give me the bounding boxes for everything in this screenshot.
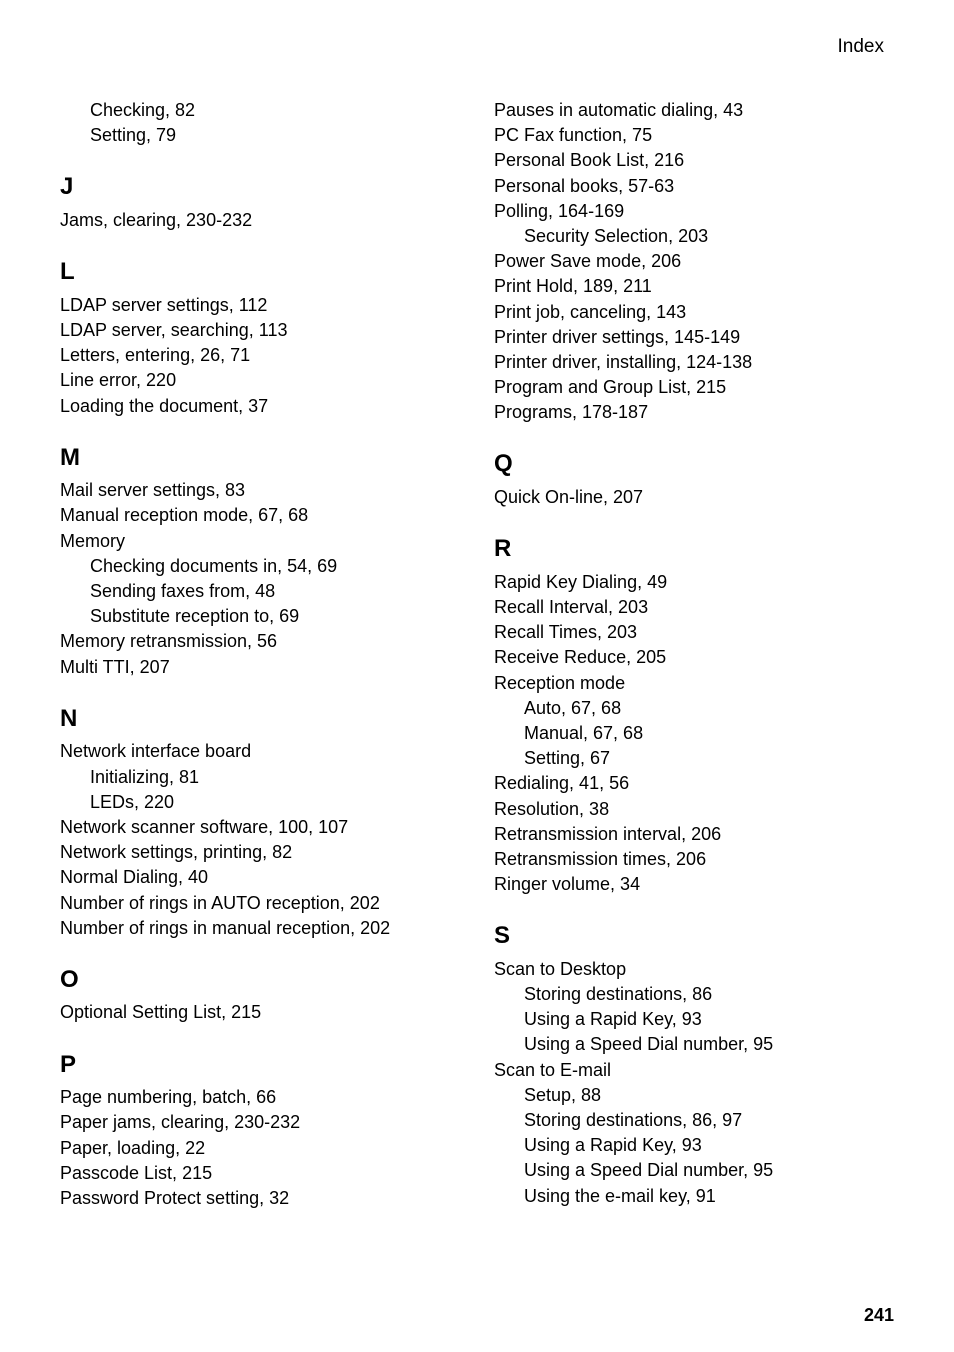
index-entry: Polling, 164-169: [494, 199, 894, 224]
index-entry: Setting, 79: [60, 123, 460, 148]
index-letter-heading: L: [60, 255, 460, 289]
index-entry: Reception mode: [494, 671, 894, 696]
index-entry: PC Fax function, 75: [494, 123, 894, 148]
index-entry: Number of rings in manual reception, 202: [60, 916, 460, 941]
index-entry: LEDs, 220: [60, 790, 460, 815]
index-letter-heading: R: [494, 532, 894, 566]
index-entry: Sending faxes from, 48: [60, 579, 460, 604]
index-entry: Mail server settings, 83: [60, 478, 460, 503]
index-entry: Printer driver settings, 145-149: [494, 325, 894, 350]
index-entry: Ringer volume, 34: [494, 872, 894, 897]
index-entry: Normal Dialing, 40: [60, 865, 460, 890]
index-entry: Pauses in automatic dialing, 43: [494, 98, 894, 123]
index-entry: Letters, entering, 26, 71: [60, 343, 460, 368]
index-letter-heading: O: [60, 963, 460, 997]
index-entry: Storing destinations, 86, 97: [494, 1108, 894, 1133]
index-entry: Retransmission interval, 206: [494, 822, 894, 847]
index-entry: Optional Setting List, 215: [60, 1000, 460, 1025]
index-entry: Using a Rapid Key, 93: [494, 1007, 894, 1032]
index-entry: Line error, 220: [60, 368, 460, 393]
index-entry: Passcode List, 215: [60, 1161, 460, 1186]
index-entry: Password Protect setting, 32: [60, 1186, 460, 1211]
index-entry: LDAP server settings, 112: [60, 293, 460, 318]
index-entry: Using a Rapid Key, 93: [494, 1133, 894, 1158]
index-entry: Personal books, 57-63: [494, 174, 894, 199]
index-entry: Setup, 88: [494, 1083, 894, 1108]
index-entry: Network settings, printing, 82: [60, 840, 460, 865]
index-entry: Checking, 82: [60, 98, 460, 123]
index-entry: Printer driver, installing, 124-138: [494, 350, 894, 375]
index-entry: Jams, clearing, 230-232: [60, 208, 460, 233]
index-letter-heading: J: [60, 170, 460, 204]
two-column-layout: Checking, 82Setting, 79 J Jams, clearing, …: [60, 98, 894, 1211]
index-entry: Page numbering, batch, 66: [60, 1085, 460, 1110]
index-entry: Retransmission times, 206: [494, 847, 894, 872]
index-entry: Receive Reduce, 205: [494, 645, 894, 670]
page-number: 241: [864, 1305, 894, 1326]
index-entry: Setting, 67: [494, 746, 894, 771]
index-entry: Using the e-mail key, 91: [494, 1184, 894, 1209]
index-entry: Auto, 67, 68: [494, 696, 894, 721]
index-page: Index Checking, 82Setting, 79 J Jams, clea…: [0, 0, 954, 1352]
index-entry: Number of rings in AUTO reception, 202: [60, 891, 460, 916]
right-column: Pauses in automatic dialing, 43PC Fax fu…: [494, 98, 894, 1211]
index-entry: Paper, loading, 22: [60, 1136, 460, 1161]
index-entry: Rapid Key Dialing, 49: [494, 570, 894, 595]
index-entry: Using a Speed Dial number, 95: [494, 1158, 894, 1183]
index-entry: Scan to E-mail: [494, 1058, 894, 1083]
index-entry: Manual reception mode, 67, 68: [60, 503, 460, 528]
index-entry: Power Save mode, 206: [494, 249, 894, 274]
index-letter-heading: Q: [494, 447, 894, 481]
left-column: Checking, 82Setting, 79 J Jams, clearing, …: [60, 98, 460, 1211]
index-entry: Print job, canceling, 143: [494, 300, 894, 325]
index-entry: Personal Book List, 216: [494, 148, 894, 173]
index-entry: Recall Times, 203: [494, 620, 894, 645]
index-entry: Using a Speed Dial number, 95: [494, 1032, 894, 1057]
index-letter-heading: N: [60, 702, 460, 736]
index-entry: Initializing, 81: [60, 765, 460, 790]
index-entry: Loading the document, 37: [60, 394, 460, 419]
index-entry: Memory retransmission, 56: [60, 629, 460, 654]
index-entry: Multi TTI, 207: [60, 655, 460, 680]
index-entry: Storing destinations, 86: [494, 982, 894, 1007]
index-entry: Manual, 67, 68: [494, 721, 894, 746]
index-letter-heading: P: [60, 1048, 460, 1082]
index-entry: LDAP server, searching, 113: [60, 318, 460, 343]
index-entry: Programs, 178-187: [494, 400, 894, 425]
index-entry: Substitute reception to, 69: [60, 604, 460, 629]
index-entry: Memory: [60, 529, 460, 554]
index-entry: Quick On-line, 207: [494, 485, 894, 510]
index-entry: Scan to Desktop: [494, 957, 894, 982]
index-entry: Checking documents in, 54, 69: [60, 554, 460, 579]
index-entry: Security Selection, 203: [494, 224, 894, 249]
index-entry: Program and Group List, 215: [494, 375, 894, 400]
page-header: Index: [60, 36, 884, 58]
index-entry: Network scanner software, 100, 107: [60, 815, 460, 840]
index-entry: Resolution, 38: [494, 797, 894, 822]
index-entry: Recall Interval, 203: [494, 595, 894, 620]
index-letter-heading: M: [60, 441, 460, 475]
index-entry: Redialing, 41, 56: [494, 771, 894, 796]
index-entry: Paper jams, clearing, 230-232: [60, 1110, 460, 1135]
index-entry: Print Hold, 189, 211: [494, 274, 894, 299]
index-letter-heading: S: [494, 919, 894, 953]
index-entry: Network interface board: [60, 739, 460, 764]
